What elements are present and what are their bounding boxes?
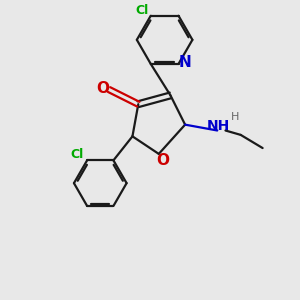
Text: N: N	[178, 55, 191, 70]
Text: O: O	[156, 153, 169, 168]
Text: Cl: Cl	[70, 148, 83, 161]
Text: H: H	[231, 112, 239, 122]
Text: NH: NH	[207, 119, 230, 133]
Text: Cl: Cl	[135, 4, 148, 17]
Text: O: O	[96, 81, 109, 96]
